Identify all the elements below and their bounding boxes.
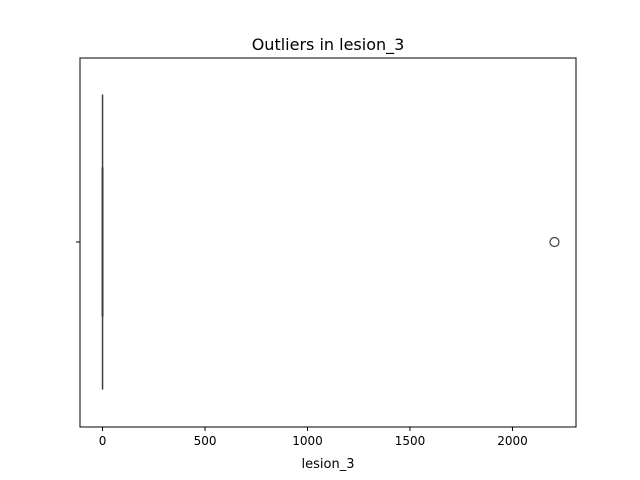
x-ticks: 0 500 1000 1500 2000 <box>99 427 528 448</box>
x-tick-label: 1500 <box>395 434 426 448</box>
x-tick-label: 1000 <box>292 434 323 448</box>
plot-frame <box>79 57 577 428</box>
x-tick-label: 500 <box>194 434 217 448</box>
x-tick-label: 0 <box>99 434 107 448</box>
outlier-point <box>549 236 560 248</box>
chart-title: Outliers in lesion_3 <box>252 35 405 55</box>
x-tick-label: 2000 <box>497 434 528 448</box>
x-axis-label: lesion_3 <box>302 457 355 472</box>
outlier-points <box>549 236 560 248</box>
box-plot <box>101 94 104 390</box>
